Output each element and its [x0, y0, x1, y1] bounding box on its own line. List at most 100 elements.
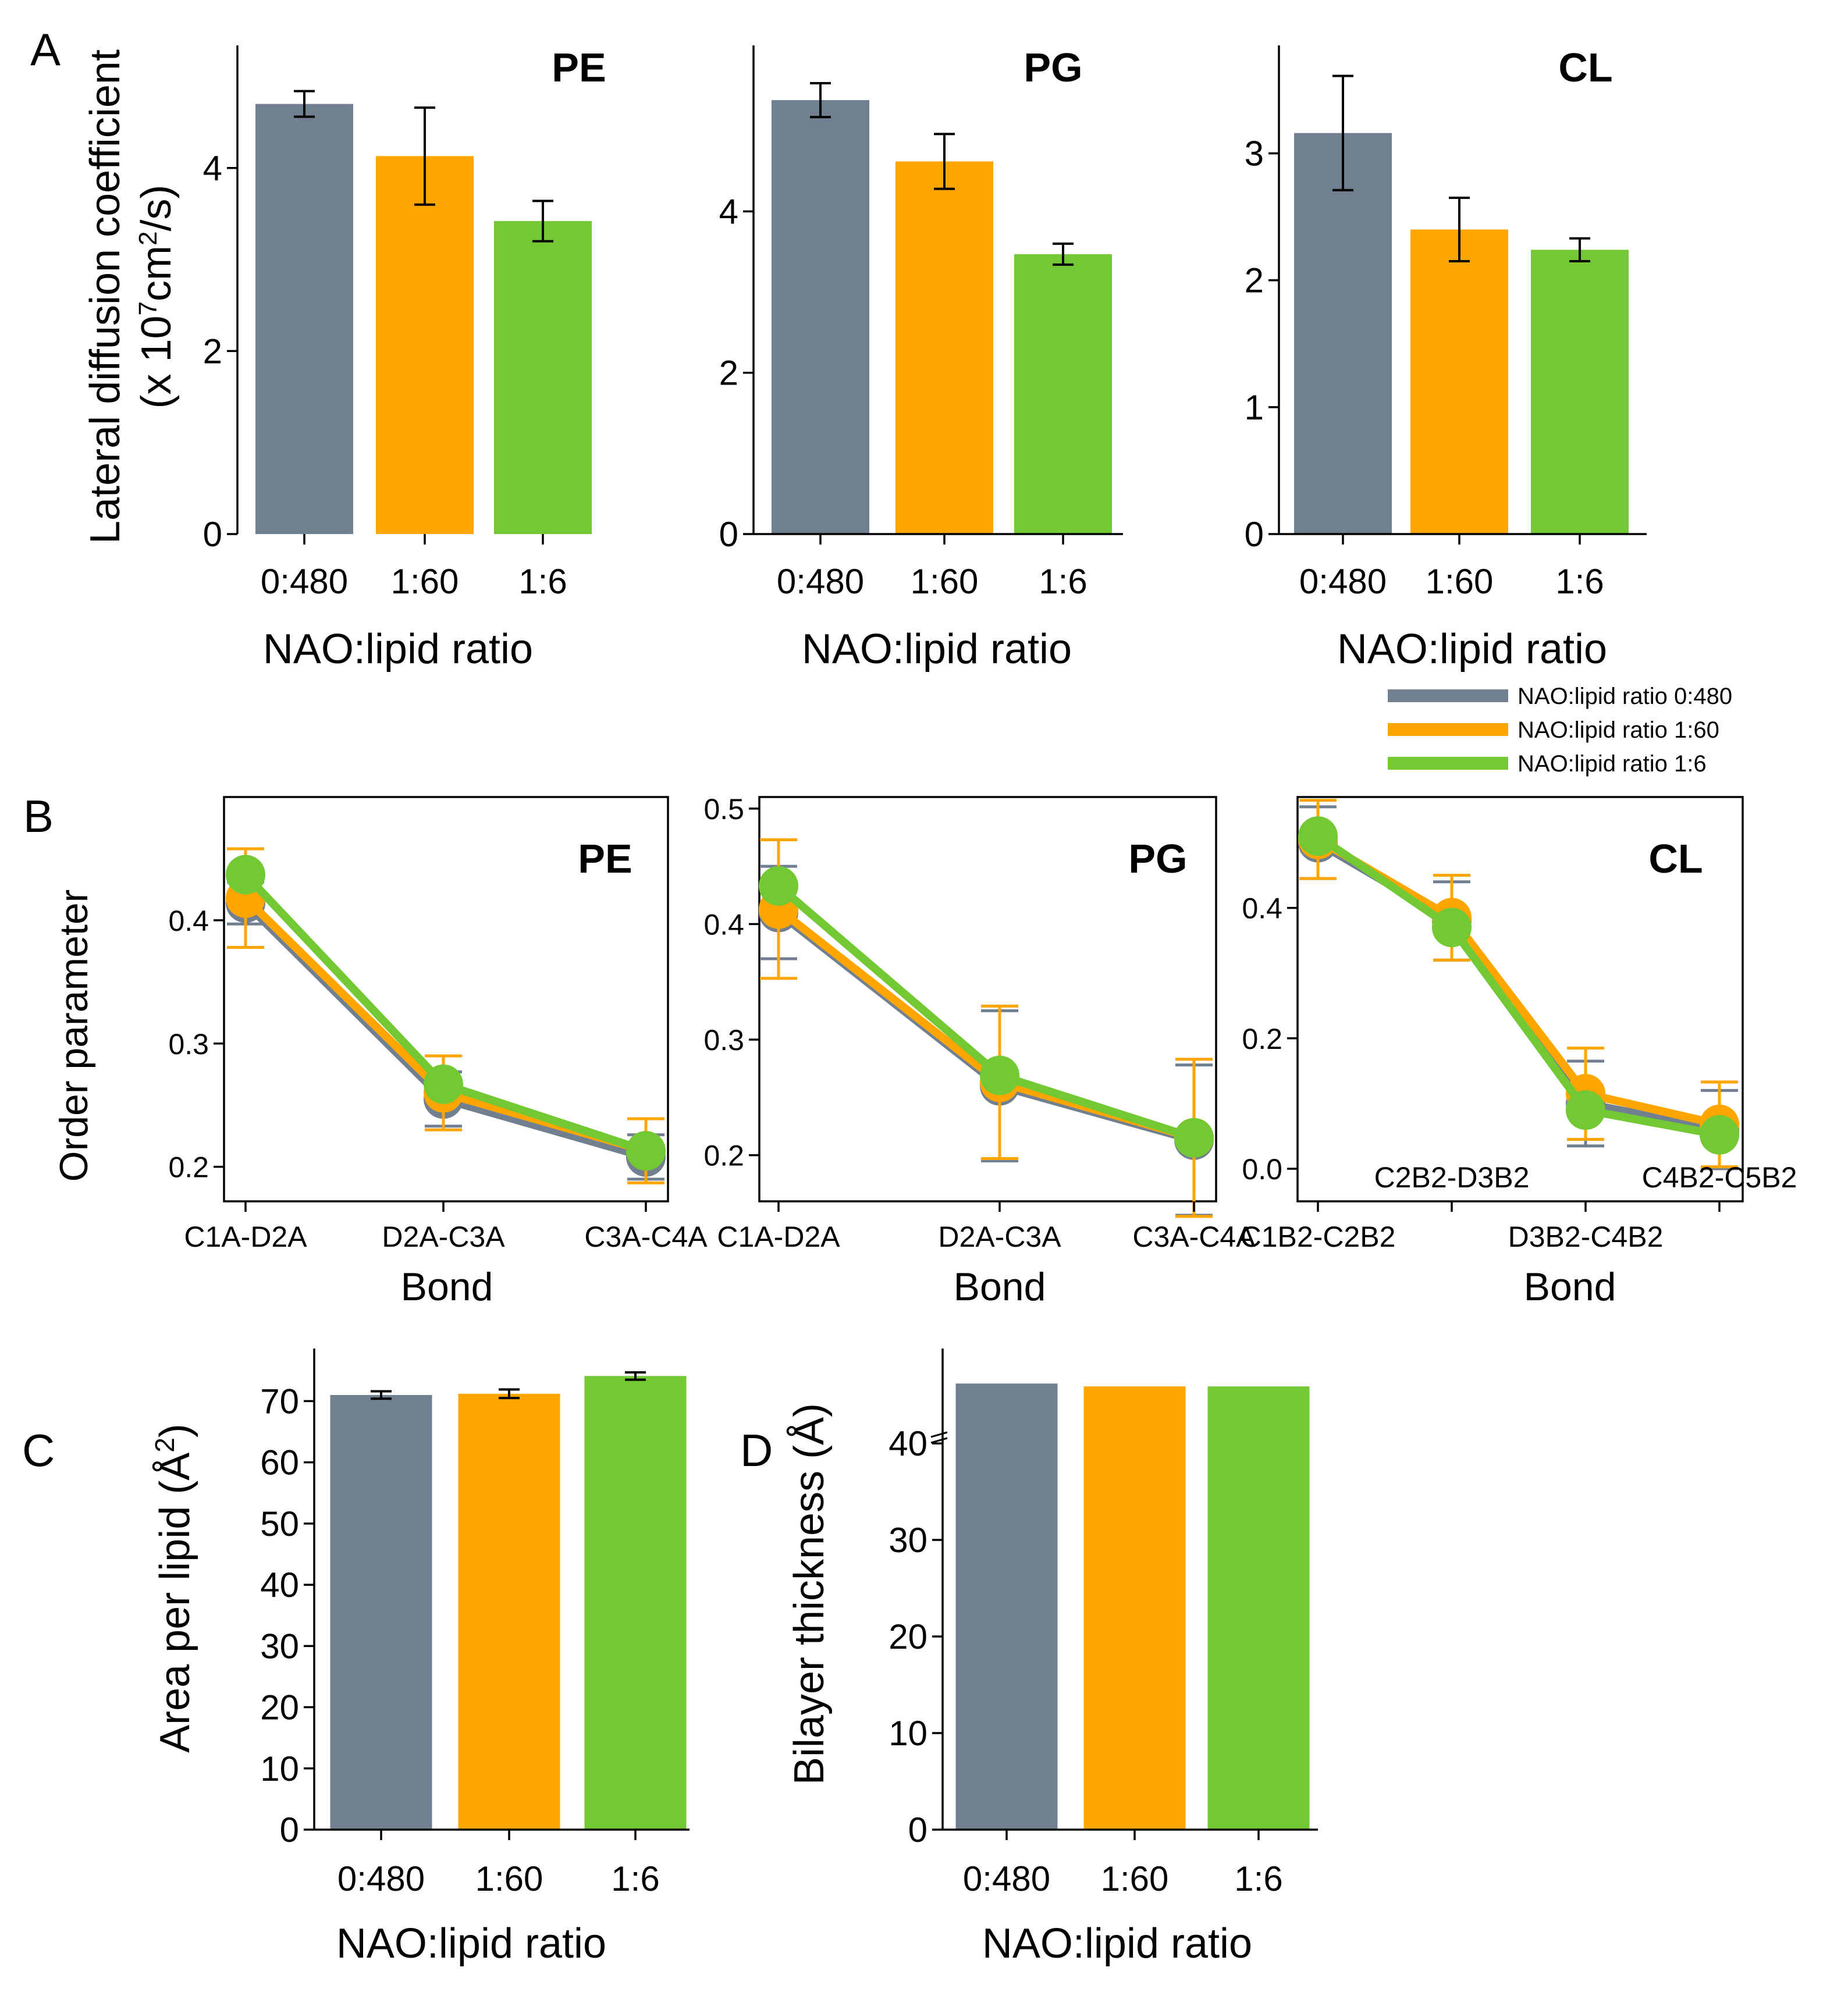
data-point — [424, 1064, 463, 1104]
x-tick-label: C1B2-C2B2 — [1241, 1221, 1396, 1253]
error-bar — [294, 90, 315, 118]
data-point — [1432, 908, 1472, 948]
y-tick-label: 0.4 — [703, 908, 744, 941]
chart-d: 0 10 20 30 40 0:480 1:60 1:6 NAO:lipid ratio — [889, 1349, 1318, 1967]
bar-0:480 — [1294, 133, 1392, 534]
axis-break-mark — [930, 1437, 948, 1444]
bar-1:6 — [584, 1376, 687, 1830]
chart-b-pe: 0.2 0.3 0.4 C1A-D2A D2A-C3A C3A-C4A Bond PE — [168, 796, 708, 1309]
label-part: 7 — [134, 301, 162, 315]
y-axis-label-c: Area per lipid (Å2) — [150, 1424, 198, 1753]
x-tick-label: 1:60 — [475, 1859, 543, 1898]
x-tick-label: 0:480 — [1299, 562, 1387, 601]
y-tick-label: 0.2 — [168, 1151, 209, 1184]
x-axis-label: Bond — [1524, 1265, 1616, 1309]
y-tick-label: 0.4 — [1242, 892, 1282, 925]
x-tick-label: 1:6 — [611, 1859, 659, 1898]
x-axis-label: Bond — [401, 1265, 493, 1309]
chart-title: PG — [1128, 836, 1187, 881]
label-part: 2 — [134, 231, 162, 245]
x-tick-label: D2A-C3A — [938, 1221, 1061, 1253]
y-tick-label: 40 — [260, 1566, 299, 1604]
error-bar — [1332, 74, 1353, 191]
y-tick-label: 3 — [1245, 134, 1264, 173]
label-part: Area per lipid (Å — [152, 1453, 198, 1753]
x-tick-label: C2B2-D3B2 — [1374, 1161, 1530, 1194]
y-tick-label: 0 — [203, 515, 222, 554]
axis-break — [930, 1431, 948, 1444]
y-axis-label-b: Order parameter — [52, 890, 96, 1182]
chart-a-pg: 0 2 4 0:480 1:60 1:6 NAO:lipid ratio PG — [719, 45, 1123, 673]
error-bar — [810, 81, 831, 119]
panel-letter-d: D — [740, 1425, 773, 1476]
data-point — [1174, 1118, 1214, 1158]
y-tick-label: 20 — [260, 1688, 299, 1727]
y-tick-label: 0 — [908, 1810, 927, 1849]
error-bar — [1449, 196, 1470, 263]
data-point — [626, 1131, 666, 1171]
error-bar — [371, 1390, 392, 1400]
legend-item: NAO:lipid ratio 1:6 — [1388, 751, 1707, 777]
y-tick-label: 30 — [260, 1627, 299, 1666]
data-point — [1700, 1115, 1739, 1155]
series-nao-lipid-ratio-1-6 — [1298, 816, 1739, 1155]
x-axis-label: NAO:lipid ratio — [982, 1920, 1252, 1967]
x-axis-label: NAO:lipid ratio — [802, 626, 1072, 673]
chart-title: CL — [1558, 45, 1612, 90]
plot-frame — [223, 796, 669, 1202]
bar-1:6 — [1207, 1386, 1310, 1830]
x-tick-label: C1A-D2A — [717, 1221, 840, 1253]
legend-label: NAO:lipid ratio 1:60 — [1518, 717, 1719, 743]
y-tick-label: 0.2 — [703, 1140, 744, 1172]
series-nao-lipid-ratio-0-480 — [759, 864, 1214, 1217]
chart-title: PE — [578, 836, 632, 881]
chart-b-cl: 0.0 0.2 0.4 C1B2-C2B2 D3B2-C4B2 C2B2-D3B2 C4B2… — [1241, 796, 1797, 1309]
bar-1:60 — [376, 156, 474, 535]
y-tick-label: 0 — [1245, 515, 1264, 554]
plot-frame — [758, 796, 1217, 1202]
x-axis-label: NAO:lipid ratio — [336, 1920, 606, 1967]
x-axis-label: NAO:lipid ratio — [1337, 626, 1607, 673]
x-tick-label: C4B2-C5B2 — [1642, 1161, 1797, 1194]
y-tick-label: 0.4 — [168, 905, 209, 937]
x-tick-label: 0:480 — [777, 562, 864, 601]
y-tick-label: 30 — [889, 1521, 927, 1560]
x-tick-label: 1:60 — [391, 562, 459, 601]
x-tick-label: 1:6 — [1039, 562, 1087, 601]
y-axis-label-line2: (x 107cm2/s) — [133, 184, 180, 408]
data-point — [1298, 816, 1338, 856]
series-line — [1316, 832, 1721, 1139]
legend: NAO:lipid ratio 0:480 NAO:lipid ratio 1:6… — [1388, 684, 1732, 777]
x-tick-label: 1:60 — [1426, 562, 1494, 601]
y-tick-label: 10 — [260, 1749, 299, 1788]
x-tick-label: D2A-C3A — [382, 1221, 505, 1253]
y-tick-label: 10 — [889, 1714, 927, 1753]
y-tick-label: 0 — [280, 1810, 299, 1849]
bar-0:480 — [255, 104, 353, 535]
series-nao-lipid-ratio-1-6 — [759, 866, 1214, 1158]
x-tick-label: 1:60 — [1101, 1859, 1169, 1898]
y-tick-label: 4 — [719, 192, 738, 231]
series-line — [1316, 839, 1721, 1134]
label-part: (x 10 — [133, 315, 180, 408]
x-tick-label: C3A-C4A — [1132, 1221, 1256, 1253]
bar-1:6 — [1014, 254, 1112, 534]
legend-item: NAO:lipid ratio 0:480 — [1388, 684, 1732, 709]
x-tick-label: 0:480 — [261, 562, 348, 601]
error-bar — [934, 133, 955, 190]
error-bar — [414, 106, 435, 206]
chart-title: PG — [1023, 45, 1082, 90]
error-bar — [499, 1388, 520, 1400]
bar-0:480 — [955, 1383, 1058, 1830]
x-tick-label: C1A-D2A — [184, 1221, 307, 1253]
y-tick-label: 40 — [889, 1424, 927, 1463]
y-tick-label: 50 — [260, 1504, 299, 1543]
label-part: cm — [133, 246, 180, 301]
y-axis-label-line1: Lateral diffusion coefficient — [82, 49, 129, 544]
axis-break-mark — [930, 1431, 948, 1438]
bar-1:60 — [1083, 1386, 1186, 1830]
bar-1:6 — [494, 221, 592, 534]
x-tick-label: C3A-C4A — [584, 1221, 708, 1253]
y-tick-label: 0.3 — [168, 1028, 209, 1061]
